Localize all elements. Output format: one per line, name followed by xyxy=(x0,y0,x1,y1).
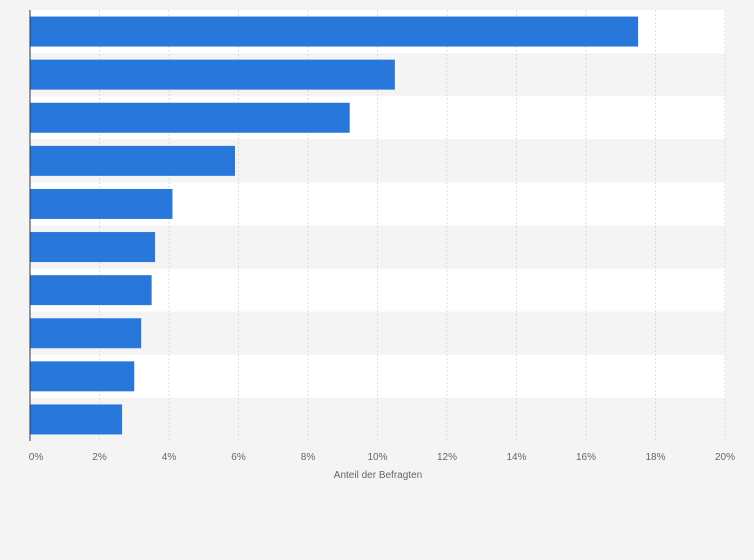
x-tick-label: 0% xyxy=(29,452,44,463)
x-tick-label: 4% xyxy=(162,452,177,463)
x-tick-label: 16% xyxy=(576,452,596,463)
bar[interactable] xyxy=(30,102,350,133)
bar[interactable] xyxy=(30,59,395,90)
x-axis-ticks: 0% 2% 4% 6% 8% 10% 12% 14% 16% 18% 20% xyxy=(29,452,735,463)
bars xyxy=(30,16,639,435)
bar[interactable] xyxy=(30,275,152,306)
x-axis-title: Anteil der Befragten xyxy=(334,470,422,481)
bar[interactable] xyxy=(30,361,135,392)
bar[interactable] xyxy=(30,188,173,219)
bar[interactable] xyxy=(30,404,123,435)
bar[interactable] xyxy=(30,16,639,47)
x-tick-label: 14% xyxy=(506,452,526,463)
x-tick-label: 20% xyxy=(715,452,735,463)
x-tick-label: 6% xyxy=(231,452,246,463)
bar[interactable] xyxy=(30,145,236,176)
x-tick-label: 18% xyxy=(645,452,665,463)
plot-area xyxy=(29,10,726,441)
x-tick-label: 8% xyxy=(301,452,316,463)
bar[interactable] xyxy=(30,318,142,349)
x-tick-label: 12% xyxy=(437,452,457,463)
bar[interactable] xyxy=(30,232,156,263)
x-tick-label: 2% xyxy=(92,452,107,463)
x-tick-label: 10% xyxy=(367,452,387,463)
